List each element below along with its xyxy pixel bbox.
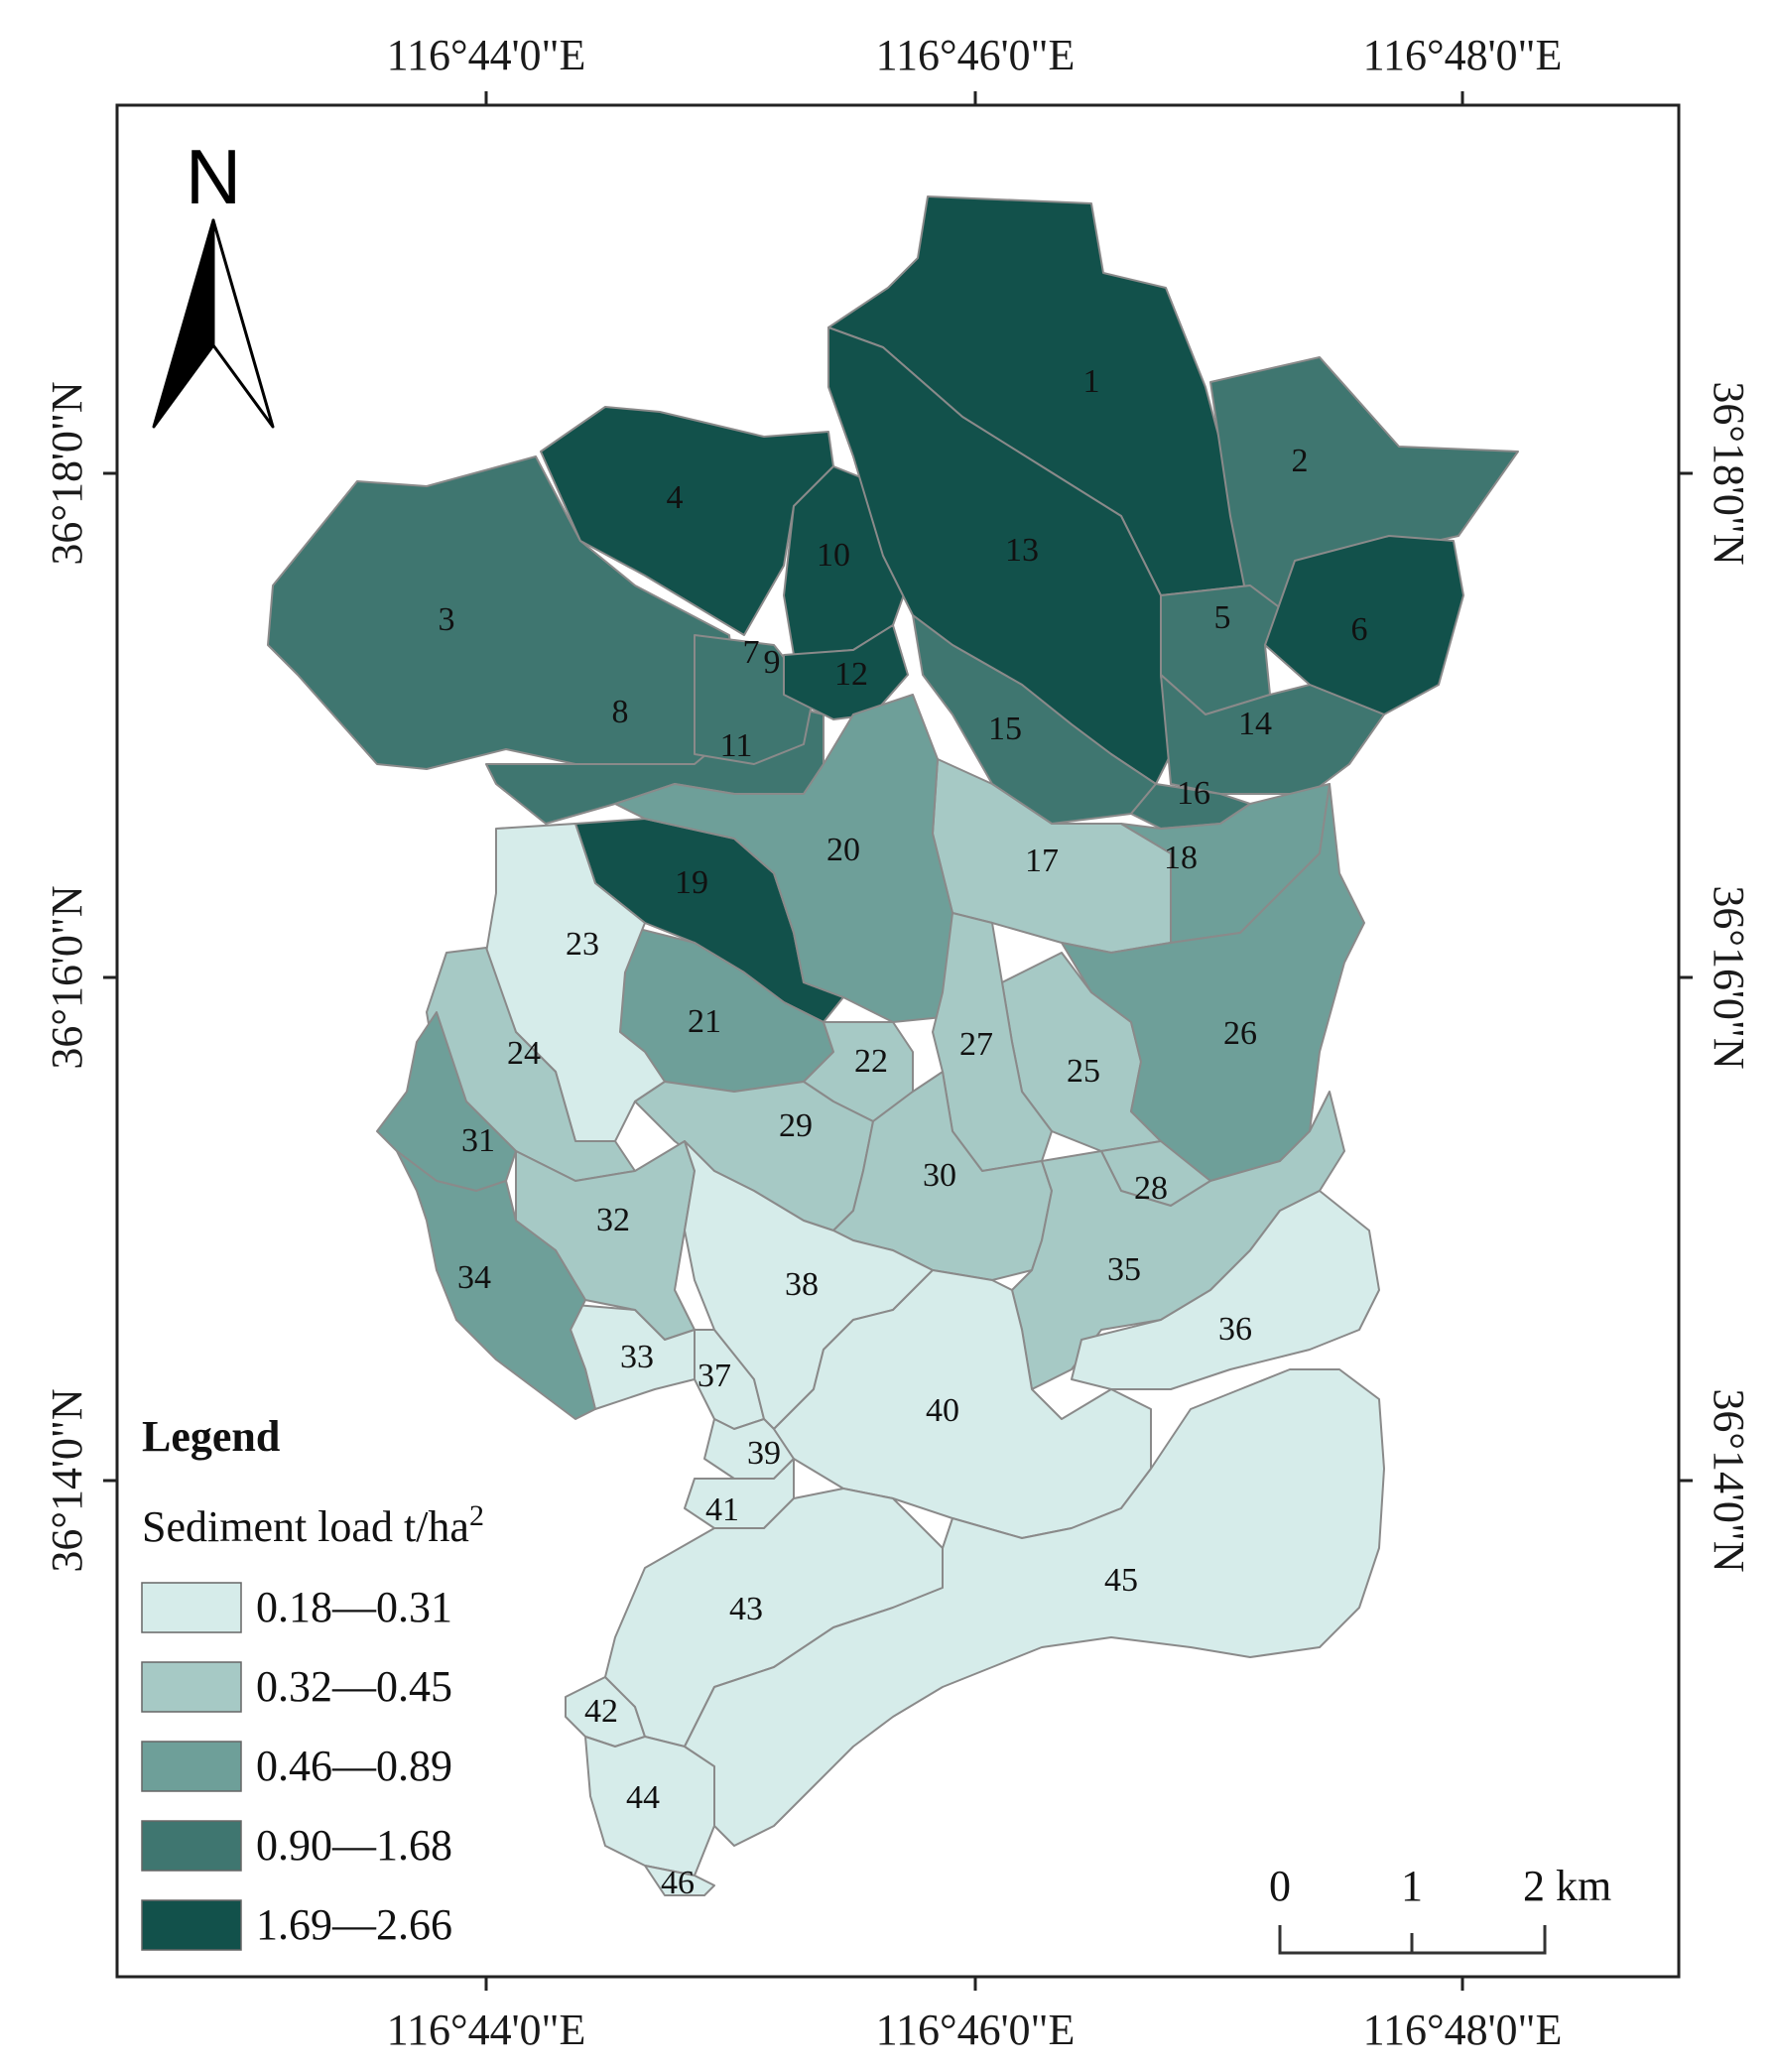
left-lat-label: 36°18'0"N (43, 381, 91, 565)
north-arrow-icon (152, 218, 275, 429)
legend: Legend Sediment load t/ha2 0.18—0.31 0.3… (141, 1412, 484, 1951)
subbasin-label: 4 (667, 479, 684, 516)
north-arrow: N (152, 133, 275, 429)
graticule-ticks (103, 91, 1693, 1991)
subbasin-label: 14 (1238, 706, 1272, 742)
right-lat-label: 36°14'0"N (1705, 1388, 1753, 1572)
subbasin-label: 36 (1218, 1311, 1252, 1348)
subbasin-26 (1061, 783, 1365, 1182)
subbasin-label: 41 (705, 1491, 739, 1528)
subbasin-label: 31 (461, 1122, 495, 1159)
subbasin-label: 42 (584, 1693, 618, 1730)
subbasin-label: 44 (626, 1779, 660, 1816)
legend-subtitle-sup: 2 (469, 1499, 484, 1532)
subbasin-label: 30 (923, 1157, 956, 1194)
right-lat-label: 36°18'0"N (1705, 381, 1753, 565)
subbasin-label: 35 (1107, 1251, 1141, 1288)
subbasin-label: 22 (854, 1043, 888, 1080)
subbasin-label: 38 (785, 1266, 819, 1303)
subbasin-label: 15 (988, 711, 1022, 747)
subbasin-label: 18 (1164, 840, 1198, 876)
subbasin-label: 45 (1104, 1562, 1138, 1599)
bottom-lon-label: 116°44'0"E (387, 2006, 586, 2054)
subbasin-label: 2 (1292, 443, 1309, 479)
subbasin-6 (1264, 535, 1464, 715)
subbasin-label: 12 (834, 656, 868, 693)
subbasin-36 (1071, 1190, 1380, 1390)
subbasin-label: 26 (1223, 1015, 1257, 1052)
top-lon-label: 116°48'0"E (1363, 31, 1563, 79)
subbasin-label: 25 (1067, 1053, 1100, 1090)
subbasin-label: 9 (764, 644, 781, 681)
subbasin-label: 40 (926, 1392, 959, 1429)
left-lat-label: 36°16'0"N (43, 885, 91, 1069)
subbasin-34 (396, 1150, 596, 1420)
subbasin-label: 3 (439, 601, 455, 638)
legend-subtitle: Sediment load t/ha2 (142, 1499, 484, 1551)
subbasin-label: 10 (817, 537, 850, 574)
subbasin-46 (644, 1865, 715, 1896)
scale-label: 0 (1269, 1862, 1291, 1910)
legend-range-label: 0.18—0.31 (256, 1583, 452, 1631)
legend-range-label: 1.69—2.66 (256, 1900, 452, 1949)
legend-swatch (141, 1741, 242, 1792)
subbasin-label: 23 (566, 926, 599, 963)
legend-range-label: 0.32—0.45 (256, 1662, 452, 1711)
subbasin-label: 43 (729, 1591, 763, 1627)
scale-bar: 0 1 2 km (1269, 1862, 1611, 1955)
subbasin-labels: 1 2 3 4 5 6 7 8 9 10 11 12 13 14 15 16 1… (439, 363, 1368, 1901)
top-lon-label: 116°46'0"E (876, 31, 1076, 79)
subbasin-label: 37 (698, 1358, 731, 1394)
subbasin-label: 32 (596, 1202, 630, 1238)
legend-swatch (141, 1899, 242, 1951)
subbasin-45 (684, 1368, 1385, 1847)
subbasin-label: 27 (959, 1026, 993, 1063)
subbasin-label: 8 (612, 694, 629, 730)
subbasins (267, 195, 1519, 1896)
legend-subtitle-text: Sediment load t/ha (142, 1502, 469, 1551)
subbasin-label: 13 (1005, 532, 1039, 569)
top-lon-label: 116°44'0"E (387, 31, 586, 79)
subbasin-label: 7 (743, 634, 760, 671)
subbasin-label: 21 (688, 1003, 721, 1040)
legend-range-label: 0.46—0.89 (256, 1742, 452, 1790)
subbasin-12 (783, 624, 909, 720)
subbasin-label: 1 (1083, 363, 1100, 400)
north-letter: N (186, 133, 241, 220)
subbasin-label: 16 (1177, 775, 1210, 812)
legend-title: Legend (142, 1412, 280, 1461)
subbasin-label: 5 (1214, 599, 1231, 636)
legend-swatch (141, 1582, 242, 1633)
left-lat-label: 36°14'0"N (43, 1388, 91, 1572)
subbasin-label: 11 (720, 727, 753, 764)
subbasin-label: 29 (779, 1107, 813, 1144)
subbasin-label: 34 (457, 1259, 491, 1296)
subbasin-label: 20 (826, 832, 860, 868)
scale-label: 1 (1401, 1862, 1423, 1910)
legend-swatch (141, 1661, 242, 1713)
subbasin-label: 33 (620, 1339, 654, 1375)
subbasin-14 (1160, 674, 1385, 795)
subbasin-label: 17 (1025, 842, 1059, 879)
subbasin-label: 39 (747, 1435, 781, 1472)
subbasin-label: 6 (1351, 611, 1368, 648)
bottom-lon-label: 116°48'0"E (1363, 2006, 1563, 2054)
legend-swatch (141, 1820, 242, 1872)
legend-range-label: 0.90—1.68 (256, 1821, 452, 1870)
scale-label: 2 km (1523, 1862, 1611, 1910)
right-lat-label: 36°16'0"N (1705, 885, 1753, 1069)
subbasin-label: 24 (507, 1035, 541, 1072)
bottom-lon-label: 116°46'0"E (876, 2006, 1076, 2054)
subbasin-label: 46 (661, 1865, 695, 1901)
subbasin-label: 19 (675, 864, 708, 901)
subbasin-label: 28 (1134, 1170, 1168, 1207)
